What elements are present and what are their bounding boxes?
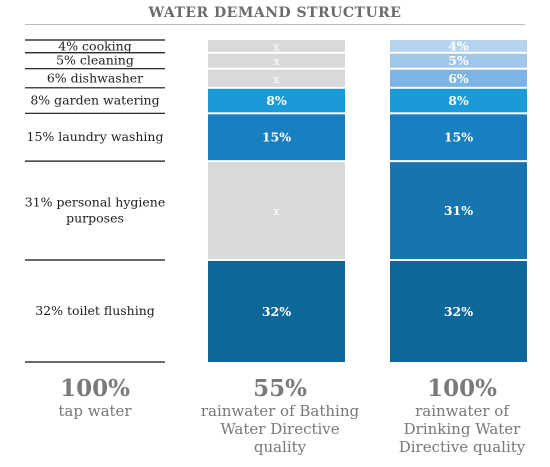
footer-drinking-water-label: rainwater of Drinking Water Directive qu… (398, 402, 526, 456)
footer-bathing-water-percent: 55% (253, 375, 307, 402)
footer-tap-water: 100% tap water (25, 375, 165, 420)
title-rule (25, 24, 525, 25)
legend-label-personal-hygiene-purposes: 31% personal hygiene purposes (25, 195, 166, 226)
legend-label-cooking: 4% cooking (58, 38, 131, 53)
footer-tap-water-percent: 100% (60, 375, 130, 402)
footer-drinking-water: 100% rainwater of Drinking Water Directi… (382, 375, 542, 456)
footer-bathing-water: 55% rainwater of Bathing Water Directive… (200, 375, 360, 456)
bar-2-segment-dishwasher (390, 69, 527, 87)
bar-1-segment-garden-watering (208, 88, 345, 113)
legend-label-dishwasher: 6% dishwasher (47, 70, 143, 85)
bar-1-segment-laundry-washing (208, 114, 345, 161)
bar-1-label-toilet-flushing: 32% (262, 304, 291, 319)
bar-2-segment-garden-watering (390, 88, 527, 113)
bar-1-segment-dishwasher (208, 69, 345, 87)
bar-1-label-garden-watering: 8% (266, 93, 287, 108)
bar-2-segment-laundry-washing (390, 114, 527, 161)
bar-1-label-personal-hygiene-purposes: x (273, 205, 280, 218)
bar-2-label-garden-watering: 8% (448, 93, 469, 108)
legend-label-garden-watering: 8% garden watering (30, 93, 159, 108)
chart-title: WATER DEMAND STRUCTURE (148, 5, 402, 21)
bar-1-label-laundry-washing: 15% (262, 130, 291, 145)
bar-1-segment-toilet-flushing (208, 260, 345, 362)
bar-2-label-cleaning: 5% (448, 53, 469, 68)
footer-bathing-water-label: rainwater of Bathing Water Directive qua… (200, 402, 360, 456)
bar-2-segment-cooking (390, 40, 527, 52)
bar-2-label-cooking: 4% (448, 38, 469, 53)
bar-1-segment-cooking (208, 40, 345, 52)
bar-1-label-dishwasher: x (273, 73, 280, 86)
bar-2-label-toilet-flushing: 32% (444, 304, 473, 319)
legend-label-laundry-washing: 15% laundry washing (27, 129, 164, 144)
bar-2-segment-personal-hygiene-purposes (390, 162, 527, 259)
bar-1-segment-personal-hygiene-purposes (208, 162, 345, 259)
legend-label-toilet-flushing: 32% toilet flushing (35, 303, 155, 318)
bar-1-label-cleaning: x (273, 55, 280, 68)
footer-tap-water-label: tap water (58, 402, 132, 420)
bar-2-label-personal-hygiene-purposes: 31% (444, 203, 473, 218)
bar-2-segment-cleaning (390, 53, 527, 68)
bar-2-label-laundry-washing: 15% (444, 130, 473, 145)
footer-drinking-water-percent: 100% (427, 375, 497, 402)
legend-label-cleaning: 5% cleaning (56, 53, 134, 68)
bar-1-label-cooking: x (273, 40, 280, 53)
bar-2-label-dishwasher: 6% (448, 71, 469, 86)
bar-2-segment-toilet-flushing (390, 260, 527, 362)
bar-1-segment-cleaning (208, 53, 345, 68)
